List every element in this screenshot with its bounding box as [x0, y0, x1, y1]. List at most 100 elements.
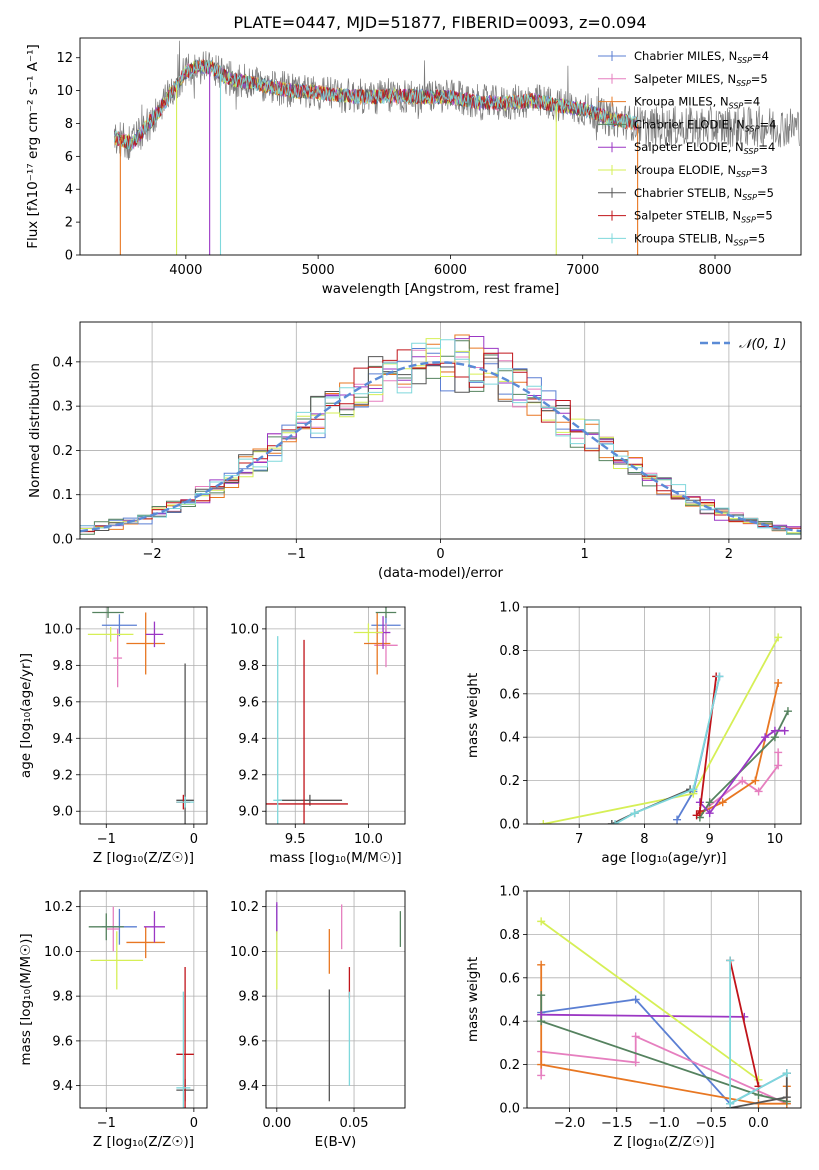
errorbar-point-2: [126, 612, 165, 675]
axes-weight-vs-Z: −2.0 −1.5 −1.0 −0.5 0.0 0.0 0.2 0.4 0.6 0.8 1.0 Z […: [465, 885, 802, 1150]
tick-group-weight-vs-Z: −2.0 −1.5 −1.0 −0.5 0.0 0.0 0.2 0.4 0.6 0.8 1.0: [499, 885, 769, 1132]
x-tick-label: 7: [575, 832, 583, 847]
x-tick-label: −0.5: [695, 1116, 727, 1131]
weight-marker: [607, 820, 616, 824]
tick-group-spectrum: 4000 5000 6000 7000 8000 0 2 4 6 8 10 12: [56, 51, 731, 278]
x-tick-label: −1.0: [648, 1116, 680, 1131]
axes-frame: [79, 321, 802, 540]
x-axis-label: wavelength [Angstrom, rest frame]: [322, 281, 560, 297]
y-tick-label: 8: [65, 117, 73, 132]
errorbar-point-4: [145, 621, 164, 648]
y-tick-label: 9.6: [52, 695, 73, 710]
tick-group-age-vs-Z: −1 0 9.0 9.2 9.4 9.6 9.8 10.0: [44, 622, 198, 847]
y-tick-label: 0.4: [499, 731, 520, 746]
x-axis-label: (data-model)/error: [378, 565, 504, 581]
y-tick-label: 9.4: [238, 1079, 259, 1094]
y-tick-label: 9.6: [238, 695, 259, 710]
weight-series-7: [729, 960, 760, 1087]
weight-marker: [537, 1010, 546, 1019]
y-axis-label: mass [log₁₀(M/M☉)]: [18, 933, 34, 1065]
y-tick-label: 1.0: [499, 601, 520, 616]
y-tick-label: 0.2: [52, 444, 73, 459]
y-tick-label: 12: [56, 51, 73, 66]
x-tick-label: 0: [190, 1116, 198, 1131]
y-tick-label: 10: [56, 84, 73, 99]
y-axis-label: mass weight: [465, 957, 481, 1042]
weight-marker: [774, 633, 783, 642]
x-tick-label: −1.5: [601, 1116, 633, 1131]
x-tick-label: 9.5: [285, 832, 306, 847]
plot-area-age-vs-Z: [87, 607, 194, 824]
weight-marker: [705, 809, 714, 818]
y-tick-label: 4: [65, 183, 73, 198]
x-axis-label: Z [log₁₀(Z/Z☉)]: [93, 1134, 194, 1150]
x-tick-label: 5000: [302, 263, 335, 278]
y-tick-label: 2: [65, 216, 73, 231]
weight-marker: [539, 820, 548, 824]
errorbar-point-2: [364, 612, 391, 675]
y-tick-label: 0.0: [499, 1102, 520, 1117]
x-tick-label: 4000: [169, 263, 202, 278]
weight-marker: [761, 733, 770, 742]
weight-marker: [611, 820, 620, 824]
tick-group-weight-vs-age: 7 8 9 10 0.0 0.2 0.4 0.6 0.8 1.0: [499, 601, 783, 848]
y-tick-label: 0.0: [52, 533, 73, 548]
histogram-series-5: [80, 338, 801, 534]
errorbar-point-1: [113, 628, 123, 688]
x-tick-label: 8000: [698, 263, 731, 278]
weight-marker: [537, 1071, 546, 1080]
axes-weight-vs-age: 7 8 9 10 0.0 0.2 0.4 0.6 0.8 1.0 age [log₁₀(age/yr…: [465, 601, 802, 866]
x-tick-label: 7000: [566, 263, 599, 278]
y-tick-label: 10.0: [44, 622, 73, 637]
weight-marker: [783, 707, 792, 716]
y-axis-label: Normed distribution: [27, 363, 43, 498]
axes-frame: [79, 890, 208, 1109]
axes-mass-vs-Z: −1 0 9.4 9.6 9.8 10.0 10.2 Z [log₁₀(Z/Z☉)] mass …: [18, 890, 208, 1150]
y-tick-label: 0.1: [52, 488, 73, 503]
weight-marker: [715, 672, 724, 681]
weight-marker: [780, 726, 789, 735]
plot-area-age-vs-mass: [266, 607, 401, 824]
weight-marker: [537, 1060, 546, 1069]
x-tick-label: 6000: [434, 263, 467, 278]
weight-marker: [774, 678, 783, 687]
x-tick-label: 0: [436, 547, 444, 562]
panels-group: 4000 5000 6000 7000 8000024681012wavelength …: [18, 37, 802, 1150]
weight-marker: [537, 917, 546, 926]
errorbar-point-4: [143, 911, 165, 943]
weight-marker: [631, 1058, 640, 1067]
y-tick-label: 9.8: [238, 659, 259, 674]
errorbar-point-5: [87, 627, 134, 642]
y-tick-label: 9.4: [52, 732, 73, 747]
plot-area-mass-vs-Z: [88, 906, 194, 1108]
weight-marker: [695, 806, 704, 815]
histogram-series-7: [80, 349, 801, 533]
x-axis-label: Z [log₁₀(Z/Z☉)]: [93, 850, 194, 866]
y-tick-label: 9.4: [52, 1079, 73, 1094]
errorbar-point-8: [273, 636, 283, 824]
x-tick-label: 0.0: [748, 1116, 769, 1131]
y-tick-label: 0.2: [499, 1058, 520, 1073]
x-tick-label: 10: [767, 832, 784, 847]
weight-marker: [718, 798, 727, 807]
histogram-series-8: [80, 339, 801, 535]
weight-series-3: [540, 995, 788, 1103]
y-tick-label: 1.0: [499, 885, 520, 900]
y-tick-label: 0.8: [499, 928, 520, 943]
weight-marker: [751, 776, 760, 785]
y-tick-label: 10.2: [44, 900, 73, 915]
y-tick-label: 10.0: [230, 622, 259, 637]
plot-area-mass-vs-EBV: [276, 902, 402, 1102]
x-tick-label: 1: [581, 547, 589, 562]
y-tick-label: 9.8: [238, 990, 259, 1005]
weight-marker: [782, 1069, 791, 1078]
plot-area-residuals: [80, 334, 801, 535]
weight-marker: [754, 787, 763, 796]
y-tick-label: 0.0: [499, 818, 520, 833]
tick-group-residuals: −2 −1 0 1 2 0.0 0.1 0.2 0.3 0.4: [52, 355, 733, 562]
legend-label-2: Kroupa MILES, NSSP=4: [634, 95, 760, 111]
legend-label-7: Salpeter STELIB, NSSP=5: [634, 209, 773, 225]
errorbar-point-1: [374, 623, 398, 668]
x-tick-label: 8: [640, 832, 648, 847]
axes-frame: [526, 606, 802, 825]
